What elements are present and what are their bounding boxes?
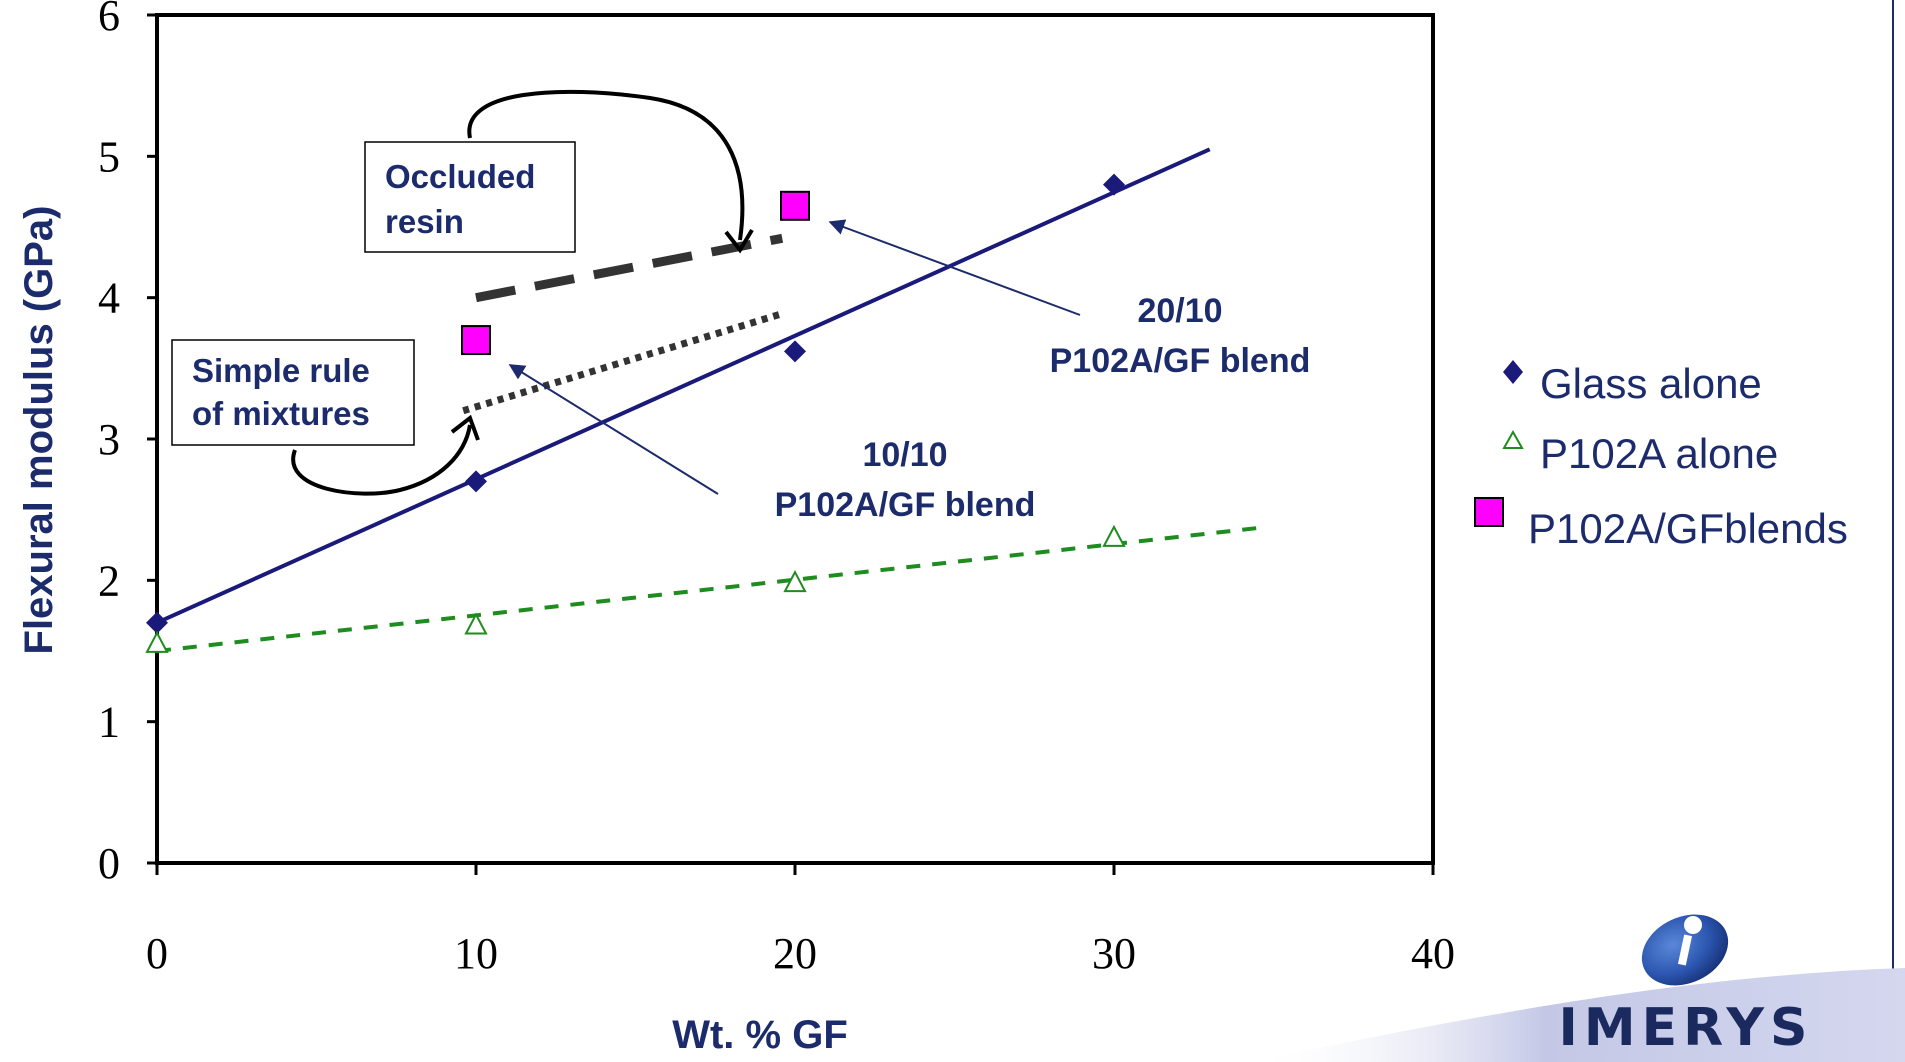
x-tick-label: 0: [146, 929, 168, 978]
rule-of-mixtures-box: [171, 339, 415, 446]
occluded-arrowhead: [724, 228, 754, 254]
legend-p102a-marker: [1502, 429, 1524, 449]
occluded-resin-label: Occluded: [385, 158, 535, 195]
blend-1010-pointer: [508, 364, 719, 495]
trendlines: [156, 147, 1258, 653]
logo-stem-icon: [1677, 934, 1693, 966]
rule-curved-arrow: [291, 424, 472, 496]
legend-glass-label: Glass alone: [1540, 360, 1762, 407]
x-tick-label: 20: [773, 929, 817, 978]
point-glass-alone: [146, 611, 168, 634]
legend-blend-label: P102A/GFblends: [1528, 505, 1848, 552]
slide-wave-decoration: [1250, 968, 1905, 1062]
y-tick-label: 6: [98, 0, 120, 40]
y-tick-label: 3: [98, 415, 120, 464]
y-tick-label: 2: [98, 556, 120, 605]
x-tick-label: 10: [454, 929, 498, 978]
y-tick-label: 4: [98, 274, 120, 323]
logo-dot-icon: [1684, 916, 1702, 934]
blend-2010-ratio: 20/10: [1137, 292, 1222, 330]
occluded-resin-callout: Occluded resin: [364, 89, 754, 254]
blend-1010-annotation: 10/10 P102A/GF blend: [508, 364, 1036, 524]
point-p102a-alone: [145, 630, 169, 653]
occluded-resin-label-2: resin: [385, 203, 464, 240]
occluded-resin-box: [364, 141, 576, 253]
guide-lines: [462, 233, 784, 415]
trendline-glass-alone: [156, 147, 1211, 625]
y-tick-label: 5: [98, 132, 120, 181]
rule-of-mixtures-label: Simple rule: [192, 352, 370, 389]
blend-2010-annotation: 20/10 P102A/GF blend: [828, 219, 1311, 380]
guide-line-occluded-resin: [475, 233, 784, 303]
trendline-p102a-alone: [156, 526, 1258, 653]
logo-text: IMERYS: [1559, 998, 1814, 1058]
blend-2010-label: P102A/GF blend: [1050, 342, 1311, 380]
legend-glass-marker: [1503, 360, 1523, 384]
x-tick-label: 30: [1092, 929, 1136, 978]
x-axis: 0 10 20 30 40: [146, 863, 1455, 978]
data-markers: [145, 173, 1126, 653]
point-p102a-alone: [1102, 524, 1126, 547]
blend-1010-ratio: 10/10: [862, 436, 947, 474]
y-tick-label: 1: [98, 698, 120, 747]
point-p102a-gfblends: [780, 190, 810, 221]
y-axis-title: Flexural modulus (GPa): [17, 206, 61, 655]
rule-arrowhead: [450, 414, 480, 441]
point-glass-alone: [784, 340, 806, 363]
rule-of-mixtures-callout: Simple rule of mixtures: [171, 339, 480, 496]
legend-blend-marker: [1474, 497, 1504, 527]
rule-of-mixtures-label-2: of mixtures: [192, 395, 370, 432]
point-p102a-alone: [783, 570, 807, 593]
x-axis-title: Wt. % GF: [672, 1013, 848, 1057]
blend-2010-pointer: [828, 219, 1081, 316]
point-glass-alone: [1103, 173, 1125, 196]
point-p102a-alone: [464, 612, 488, 635]
legend: Glass alone P102A alone P102A/GFblends: [1474, 360, 1848, 552]
y-tick-label: 0: [98, 839, 120, 888]
imerys-logo: IMERYS: [1559, 914, 1814, 1058]
occluded-curved-arrow: [467, 89, 745, 241]
x-tick-label: 40: [1411, 929, 1455, 978]
blend-1010-label: P102A/GF blend: [775, 486, 1036, 524]
point-p102a-gfblends: [461, 325, 491, 356]
point-glass-alone: [465, 470, 487, 493]
y-axis: 0 1 2 3 4 5 6: [98, 0, 157, 888]
legend-p102a-label: P102A alone: [1540, 430, 1778, 477]
